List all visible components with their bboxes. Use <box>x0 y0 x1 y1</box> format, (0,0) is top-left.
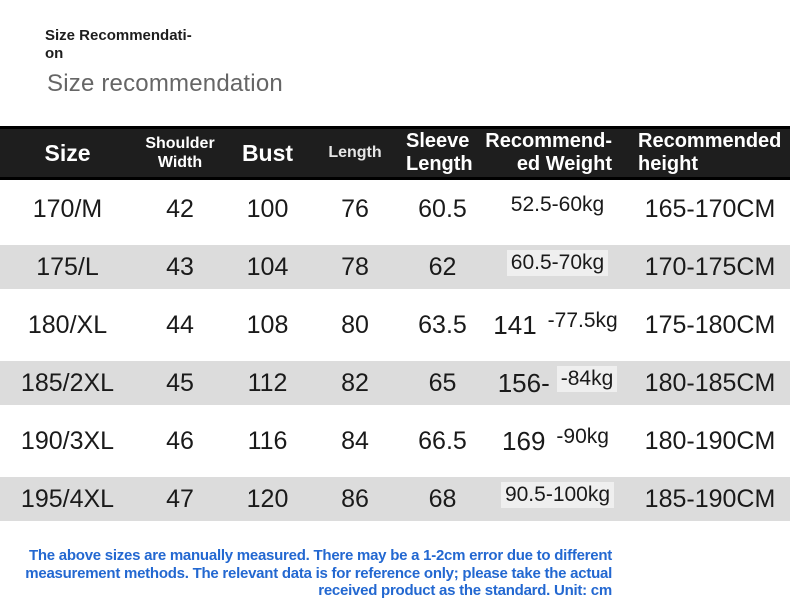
table-row: 170/M 42 100 76 60.5 52.5-60kg 165-170CM <box>0 180 790 238</box>
cell-length: 78 <box>341 253 369 281</box>
table-row: 175/L 43 104 78 62 60.5-70kg 170-175CM <box>0 238 790 296</box>
cell-length: 84 <box>341 427 369 455</box>
weight-original-fragment: 169 <box>502 425 546 456</box>
weight-translated-overlay: 52.5-60kg <box>506 192 609 218</box>
cell-recommended-height: 180-185CM <box>644 369 776 397</box>
cell-shoulder-width: 46 <box>166 427 194 455</box>
cell-recommended-weight: 141 -77.5kg <box>485 296 630 354</box>
weight-translated-overlay: 90.5-100kg <box>500 482 615 508</box>
table-row: 185/2XL 45 112 82 65 156- -84kg 180-185CM <box>0 354 790 412</box>
cell-length: 86 <box>341 485 369 513</box>
cell-shoulder-width: 45 <box>166 369 194 397</box>
cell-shoulder-width: 44 <box>166 311 194 339</box>
cell-size: 190/3XL <box>20 427 115 455</box>
weight-translated-overlay: -77.5kg <box>543 308 622 334</box>
table-header-row: Size Shoulder Width Bust Length Sleeve L… <box>0 126 790 180</box>
column-header-bust: Bust <box>241 139 294 166</box>
table-row: 195/4XL 47 120 86 68 90.5-100kg 185-190CM <box>0 470 790 528</box>
cell-bust: 104 <box>246 253 289 281</box>
cell-recommended-height: 165-170CM <box>644 195 776 223</box>
column-header-sleeve-length: Sleeve Length <box>406 130 473 175</box>
mini-title-line-1: Size Recommendati- <box>45 27 192 44</box>
mini-title-line-2: on <box>45 45 64 62</box>
size-table: Size Shoulder Width Bust Length Sleeve L… <box>0 126 790 528</box>
cell-recommended-weight: 60.5-70kg <box>485 238 630 296</box>
cell-sleeve-length: 65 <box>428 369 457 397</box>
cell-recommended-height: 185-190CM <box>644 485 776 513</box>
column-header-shoulder-width: Shoulder Width <box>145 135 215 171</box>
cell-sleeve-length: 68 <box>428 485 457 513</box>
cell-recommended-weight: 169 -90kg <box>485 412 630 470</box>
cell-bust: 100 <box>246 195 289 223</box>
table-row: 190/3XL 46 116 84 66.5 169 -90kg 180-190CM <box>0 412 790 470</box>
cell-bust: 116 <box>247 427 288 455</box>
cell-length: 80 <box>341 311 369 339</box>
cell-bust: 120 <box>246 485 289 513</box>
weight-translated-overlay: -84kg <box>556 366 618 392</box>
cell-size: 170/M <box>32 195 103 223</box>
cell-sleeve-length: 62 <box>428 253 457 281</box>
cell-sleeve-length: 66.5 <box>418 427 467 455</box>
cell-shoulder-width: 47 <box>166 485 194 513</box>
cell-length: 76 <box>341 195 369 223</box>
weight-translated-overlay: 60.5-70kg <box>506 250 609 276</box>
cell-size: 180/XL <box>27 311 108 339</box>
disclaimer-line-1: The above sizes are manually measured. T… <box>28 547 612 564</box>
cell-size: 185/2XL <box>20 369 115 397</box>
page-mini-title: Size Recommendati- on <box>45 27 192 63</box>
cell-sleeve-length: 60.5 <box>418 195 467 223</box>
table-row: 180/XL 44 108 80 63.5 141 -77.5kg 175-180CM <box>0 296 790 354</box>
cell-length: 82 <box>341 369 369 397</box>
column-header-recommended-height: Recommended height <box>638 130 782 175</box>
cell-shoulder-width: 42 <box>166 195 194 223</box>
weight-original-fragment: 156- <box>497 367 550 398</box>
cell-recommended-height: 175-180CM <box>644 311 776 339</box>
cell-bust: 112 <box>247 369 288 397</box>
cell-recommended-height: 180-190CM <box>644 427 776 455</box>
cell-bust: 108 <box>246 311 289 339</box>
column-header-length: Length <box>328 144 382 161</box>
page-subtitle: Size recommendation <box>47 70 283 97</box>
measurement-disclaimer: The above sizes are manually measured. T… <box>0 547 612 600</box>
weight-translated-overlay: -90kg <box>552 424 613 450</box>
column-header-recommended-weight: Recommend- ed Weight <box>485 130 612 175</box>
column-header-size: Size <box>44 139 91 166</box>
cell-sleeve-length: 63.5 <box>418 311 467 339</box>
cell-shoulder-width: 43 <box>166 253 194 281</box>
cell-size: 175/L <box>36 253 99 281</box>
table-body: 170/M 42 100 76 60.5 52.5-60kg 165-170CM 175/L 4… <box>0 180 790 528</box>
disclaimer-line-2: measurement methods. The relevant data i… <box>25 564 612 582</box>
cell-recommended-weight: 90.5-100kg <box>485 470 630 528</box>
disclaimer-line-3: received product as the standard. Unit: … <box>318 582 612 599</box>
cell-size: 195/4XL <box>20 485 115 513</box>
cell-recommended-weight: 52.5-60kg <box>485 180 630 238</box>
cell-recommended-height: 170-175CM <box>644 253 776 281</box>
weight-original-fragment: 141 <box>493 309 537 340</box>
cell-recommended-weight: 156- -84kg <box>485 354 630 412</box>
